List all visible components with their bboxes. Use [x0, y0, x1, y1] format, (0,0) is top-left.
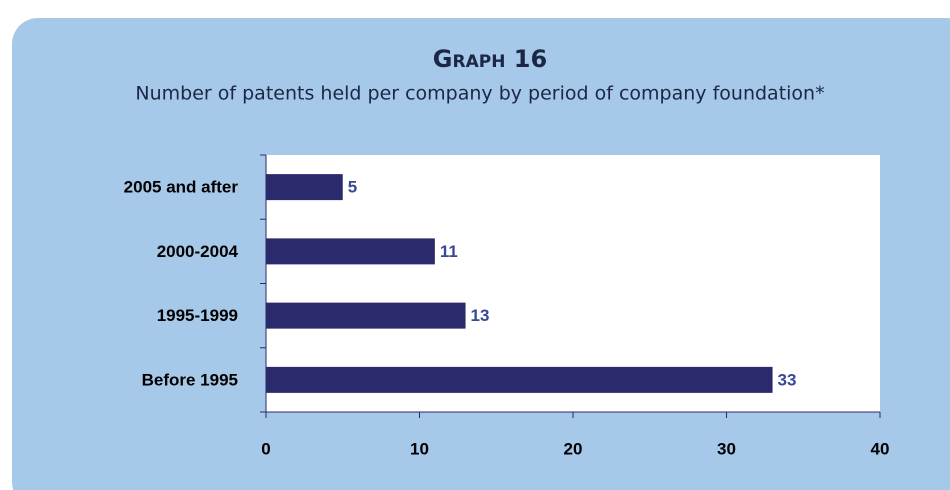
- value-label: 33: [778, 370, 797, 389]
- y-tick-label: 2005 and after: [124, 178, 239, 197]
- bar: [266, 302, 466, 329]
- x-tick-label: 40: [871, 439, 890, 458]
- bar: [266, 366, 773, 393]
- y-tick-label: Before 1995: [142, 370, 238, 389]
- chart-subtitle: Number of patents held per company by pe…: [135, 83, 824, 105]
- bar: [266, 238, 435, 265]
- value-label: 11: [440, 242, 458, 261]
- chart-title: Graph 16: [433, 45, 547, 73]
- x-tick-label: 0: [261, 439, 270, 458]
- bar: [266, 174, 343, 201]
- y-tick-label: 2000-2004: [157, 242, 239, 261]
- x-tick-label: 20: [564, 439, 583, 458]
- value-label: 5: [348, 178, 357, 197]
- value-label: 13: [471, 306, 490, 325]
- x-tick-label: 30: [717, 439, 736, 458]
- x-tick-label: 10: [410, 439, 429, 458]
- y-tick-label: 1995-1999: [157, 306, 238, 325]
